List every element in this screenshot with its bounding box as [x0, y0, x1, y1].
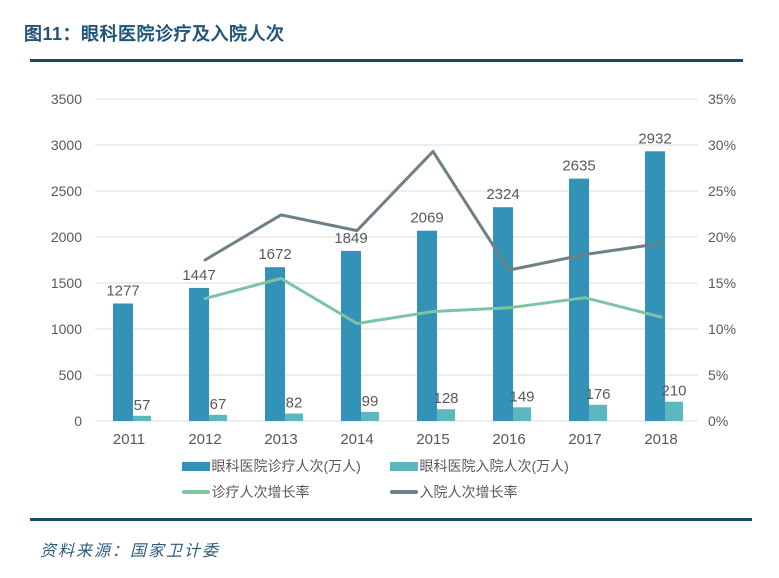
- legend-bar-swatch-1: [389, 461, 418, 471]
- bar-outpatient-visits: [645, 151, 665, 422]
- footer-divider: [30, 518, 752, 521]
- legend-item-2: 诊疗人次增长率: [181, 482, 390, 502]
- bar-value-label: 128: [433, 390, 458, 407]
- y-axis-right-tick-label: 15%: [708, 275, 736, 291]
- x-axis-year-label: 2013: [264, 431, 297, 448]
- bar-inpatient-visits: [589, 404, 607, 421]
- x-axis-year-label: 2015: [416, 431, 449, 448]
- bar-outpatient-visits: [265, 267, 285, 421]
- bar-inpatient-visits: [513, 407, 531, 421]
- y-axis-right-tick-label: 10%: [708, 321, 736, 337]
- y-axis-left-tick-label: 0: [74, 413, 82, 429]
- x-axis-year-label: 2014: [340, 431, 373, 448]
- y-axis-right-tick-label: 5%: [708, 367, 728, 383]
- bar-value-label: 2324: [486, 186, 519, 203]
- y-axis-left-tick-label: 3000: [51, 137, 82, 153]
- bar-inpatient-visits: [133, 415, 151, 421]
- y-axis-left-tick-label: 3500: [51, 91, 82, 107]
- bar-inpatient-visits: [361, 411, 379, 421]
- bar-value-label: 149: [509, 388, 534, 405]
- legend-line-swatch-2: [181, 490, 210, 494]
- bar-value-label: 2635: [562, 158, 595, 175]
- legend-label: 眼科医院诊疗人次(万人): [211, 458, 361, 474]
- legend-label: 诊疗人次增长率: [211, 484, 310, 500]
- line-inpatient-growth-rate: [203, 149, 663, 272]
- bar-inpatient-visits: [285, 413, 303, 421]
- bar-outpatient-visits: [341, 250, 361, 421]
- combo-chart: 1277 1447 1672 1849 2069 2324 2635 2932 57 67 82 99…: [51, 91, 736, 448]
- bar-value-label: 57: [134, 397, 151, 414]
- line-outpatient-growth-rate: [203, 276, 663, 325]
- data-source-note: 资料来源：国家卫计委: [40, 541, 221, 560]
- bar-value-label: 1849: [334, 230, 367, 247]
- bar-value-label: 82: [286, 395, 303, 412]
- x-axis-year-label: 2011: [113, 431, 145, 448]
- x-axis-year-label: 2018: [644, 431, 677, 448]
- legend-label: 眼科医院入院人次(万人): [419, 458, 569, 474]
- bar-value-label: 2932: [638, 130, 671, 147]
- y-axis-left-tick-label: 1500: [51, 275, 82, 291]
- bar-value-label: 1447: [182, 267, 215, 284]
- y-axis-right-tick-label: 20%: [708, 229, 736, 245]
- bar-inpatient-visits: [665, 401, 683, 421]
- legend-item-3: 入院人次增长率: [389, 482, 598, 502]
- y-axis-right-tick-label: 0%: [708, 413, 728, 429]
- bar-inpatient-visits: [437, 409, 455, 421]
- x-axis-year-label: 2016: [492, 431, 525, 448]
- bar-value-label: 1277: [106, 283, 139, 300]
- bar-value-label: 1672: [258, 246, 291, 263]
- legend-item-1: 眼科医院入院人次(万人): [389, 456, 598, 476]
- bar-outpatient-visits: [493, 207, 513, 421]
- bar-value-label: 67: [210, 396, 227, 413]
- bar-value-label: 99: [362, 393, 379, 410]
- legend-item-0: 眼科医院诊疗人次(万人): [181, 456, 390, 476]
- legend-label: 入院人次增长率: [419, 484, 518, 500]
- y-axis-left-tick-label: 500: [59, 367, 83, 383]
- chart-legend: 眼科医院诊疗人次(万人) 眼科医院入院人次(万人) 诊疗人次增长率 入院人次增长率: [0, 456, 779, 502]
- bar-value-label: 2069: [410, 210, 443, 227]
- legend-line-swatch-3: [389, 490, 418, 494]
- y-axis-right-tick-label: 25%: [708, 183, 736, 199]
- bar-outpatient-visits: [189, 287, 209, 421]
- bar-outpatient-visits: [417, 230, 437, 421]
- y-axis-right-tick-label: 35%: [708, 91, 736, 107]
- bar-value-label: 210: [661, 383, 686, 400]
- bar-value-label: 176: [585, 386, 610, 403]
- y-axis-left-tick-label: 1000: [51, 321, 82, 337]
- figure-title: 图11：眼科医院诊疗及入院人次: [24, 24, 285, 44]
- bar-outpatient-visits: [113, 303, 133, 421]
- bar-inpatient-visits: [209, 414, 227, 421]
- x-axis-year-label: 2012: [188, 431, 221, 448]
- title-divider: [30, 59, 743, 62]
- legend-bar-swatch-0: [181, 461, 210, 471]
- y-axis-right-tick-label: 30%: [708, 137, 736, 153]
- y-axis-left-tick-label: 2500: [51, 183, 82, 199]
- x-axis-year-label: 2017: [568, 431, 601, 448]
- y-axis-left-tick-label: 2000: [51, 229, 82, 245]
